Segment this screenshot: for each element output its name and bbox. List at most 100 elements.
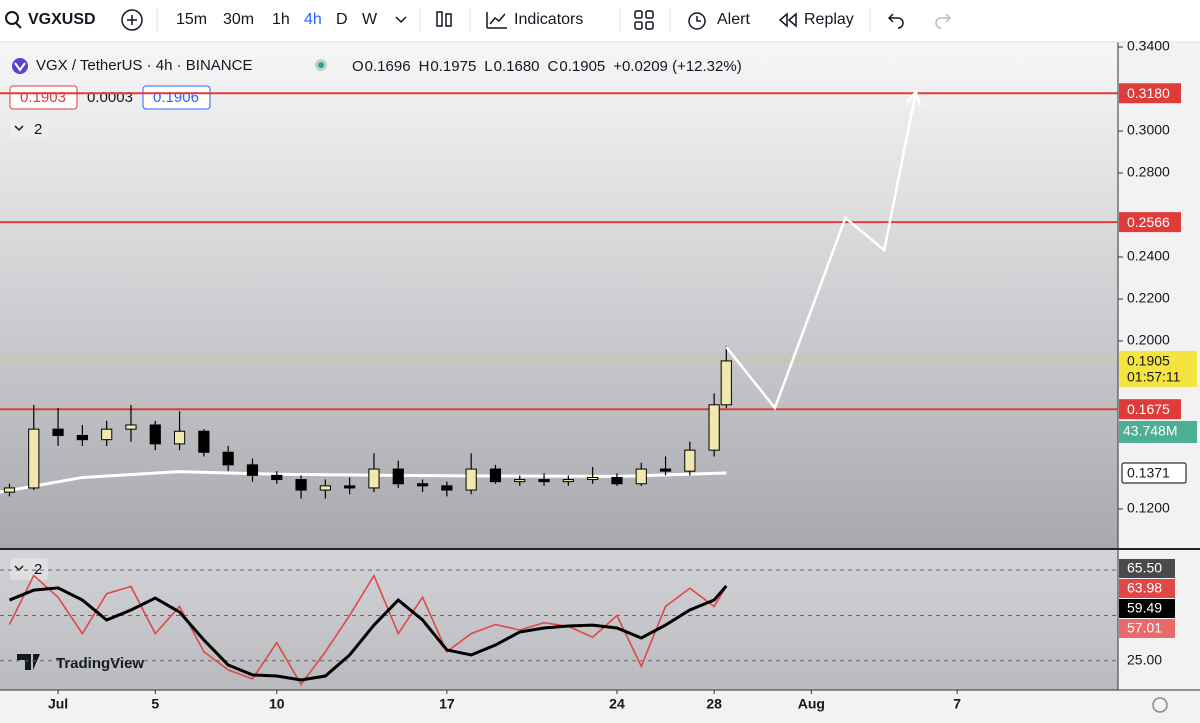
candle-body xyxy=(465,468,477,491)
x-tick-label: Aug xyxy=(798,696,825,712)
ohlc-value: 0.1905 xyxy=(559,58,605,75)
last-price-label: 0.1905 xyxy=(1127,353,1170,369)
interval-menu[interactable] xyxy=(395,16,407,24)
main-pane xyxy=(0,42,1118,548)
symbol: VGXUSD xyxy=(28,11,96,28)
tv-logo xyxy=(17,654,40,670)
candle-body xyxy=(52,428,64,436)
ohlc-value: 0.1696 xyxy=(365,58,411,75)
candle-body xyxy=(368,468,380,489)
candle-icon xyxy=(445,13,452,27)
market-status xyxy=(318,62,324,68)
y-tick-label: 0.2200 xyxy=(1127,290,1170,306)
rsi-value-box xyxy=(1119,619,1175,638)
rsi-value-box xyxy=(1119,559,1175,578)
chevron xyxy=(14,125,24,132)
interval-button[interactable]: 30m xyxy=(223,11,254,28)
ohlc-label: L xyxy=(484,58,492,75)
volume-label: 43.748M xyxy=(1123,423,1177,439)
candle-body xyxy=(635,468,647,485)
grid-icon xyxy=(645,21,654,30)
y-tick-label: 0.3400 xyxy=(1127,38,1170,54)
candle-body xyxy=(514,479,526,483)
rsi-value-box xyxy=(1119,579,1175,598)
symbol-logo xyxy=(12,58,28,74)
candle-body xyxy=(611,476,623,485)
watermark: TradingView xyxy=(17,654,144,672)
candle-body xyxy=(101,428,113,441)
candle-body xyxy=(295,479,307,491)
ma-label: 0.1371 xyxy=(1127,465,1170,481)
indicator-toggle[interactable] xyxy=(10,558,48,580)
chart-type-button[interactable] xyxy=(436,11,452,27)
interval-button[interactable]: 4h xyxy=(304,11,322,28)
toolbar xyxy=(0,0,1200,42)
indicators-icon xyxy=(486,12,507,29)
search-button[interactable]: VGXUSD xyxy=(5,11,96,29)
x-tick-label: 5 xyxy=(151,696,159,712)
alert-button[interactable]: Alert xyxy=(688,11,750,30)
countdown: 01:57:11 xyxy=(1127,369,1181,385)
candle-body xyxy=(684,449,696,472)
rsi-value-label: 63.98 xyxy=(1127,580,1162,596)
symbol-logo xyxy=(14,62,26,72)
candle-body xyxy=(441,485,453,491)
rsi-value-label: 65.50 xyxy=(1127,560,1162,576)
indicators-button[interactable]: Indicators xyxy=(486,11,583,29)
spread: 0.0003 xyxy=(87,89,133,106)
redo-button[interactable] xyxy=(935,13,952,29)
interval-button[interactable]: D xyxy=(336,11,348,28)
candle-icon xyxy=(436,11,443,27)
candle-body xyxy=(222,451,234,466)
rsi-value-label: 57.01 xyxy=(1127,620,1162,636)
candle-body xyxy=(587,476,599,481)
level-label-box xyxy=(1119,399,1181,420)
candle-body xyxy=(392,468,404,485)
buy-box[interactable] xyxy=(142,85,211,110)
x-tick-label: 17 xyxy=(439,696,455,712)
rsi-value-box xyxy=(1119,599,1175,618)
candle-body xyxy=(538,479,550,483)
undo-button[interactable] xyxy=(887,13,904,29)
rsi-line xyxy=(8,573,727,686)
watermark-text: TradingView xyxy=(56,655,144,672)
interval-button[interactable]: W xyxy=(362,11,378,28)
projection-path xyxy=(725,91,918,411)
interval-button[interactable]: 1h xyxy=(272,11,290,28)
level-label-box xyxy=(1119,83,1181,104)
level-label: 0.3180 xyxy=(1127,85,1170,101)
candle-body xyxy=(489,468,502,483)
grid-icon xyxy=(645,10,654,19)
candle-body xyxy=(28,428,40,489)
indicator-toggle[interactable] xyxy=(10,118,48,140)
level-label-box xyxy=(1119,212,1181,233)
layout-button[interactable] xyxy=(634,10,654,30)
candle-body xyxy=(198,430,210,453)
ohlc-label: H xyxy=(419,58,430,75)
change: +0.0209 (+12.32%) xyxy=(613,58,741,75)
bid: 0.1903 xyxy=(20,89,66,106)
replay-button[interactable]: Replay xyxy=(778,11,854,28)
grid-icon xyxy=(634,21,643,30)
ma-label-box xyxy=(1121,462,1187,484)
alert-icon xyxy=(696,16,701,22)
sell-box[interactable] xyxy=(9,85,78,110)
alert-icon xyxy=(688,12,706,30)
x-tick-label: Jul xyxy=(48,696,68,712)
last-price-box xyxy=(1119,350,1197,387)
compare-button[interactable] xyxy=(121,9,143,31)
volume-label-box xyxy=(1119,421,1197,443)
rsi-value-label: 59.49 xyxy=(1127,600,1162,616)
ohlc-label: C xyxy=(548,58,559,75)
candle-body xyxy=(319,485,331,491)
alert-label: Alert xyxy=(717,11,750,28)
candle-body xyxy=(720,360,732,406)
settings-icon[interactable] xyxy=(1152,697,1168,713)
candle-body xyxy=(416,483,429,487)
replay-icon xyxy=(778,12,797,28)
y-tick-label: 0.3000 xyxy=(1127,122,1170,138)
interval-button[interactable]: 15m xyxy=(176,11,207,28)
indicator-count: 2 xyxy=(34,561,42,578)
